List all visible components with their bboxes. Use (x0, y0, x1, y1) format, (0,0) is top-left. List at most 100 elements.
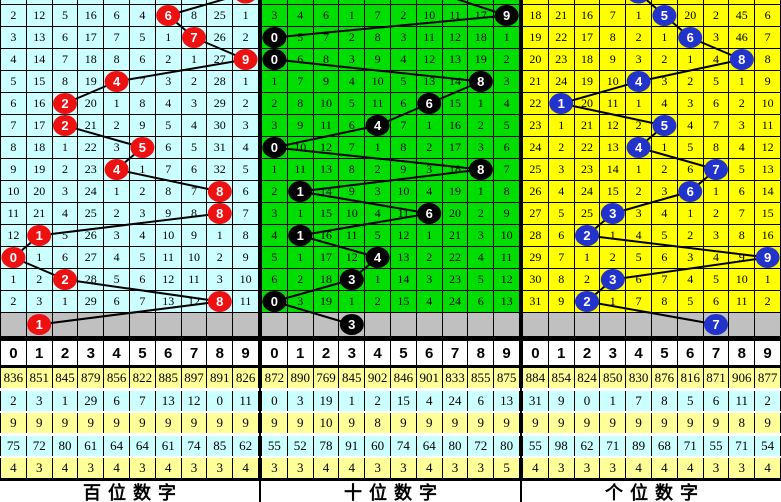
miss-count-cell: 2 (755, 291, 780, 312)
stat-cell: 75 (1, 435, 26, 456)
divider (261, 365, 520, 368)
trend-grid-cells: 2 12 5 16 6 4 8 25 1 3 13 6 17 7 5 1 26 2 4 14 7 18 8 6 2 1 27 5 15 8… (0, 0, 259, 337)
miss-count-cell: 1 (494, 27, 519, 48)
trend-grid: 3 4 6 1 7 2 10 11 17 5 7 2 8 3 11 12 18 1 6 8 3 9 4 12 13 19 2 1 7 9 4… (261, 0, 520, 337)
stat-cell: 3 (468, 458, 494, 478)
stat-cell: 871 (703, 368, 729, 388)
stat-cell: 3 (365, 458, 390, 478)
miss-count-cell: 15 (313, 203, 339, 224)
miss-count-cell: 6 (181, 159, 207, 180)
partial-top-cell (26, 0, 52, 4)
miss-count-cell: 2 (390, 5, 416, 26)
miss-count-cell: 3 (626, 203, 651, 224)
miss-count-cell: 2 (494, 49, 519, 70)
miss-count-cell: 7 (651, 269, 677, 290)
miss-count-cell: 16 (313, 225, 339, 246)
stat-cell: 3 (26, 458, 52, 478)
miss-count-cell: 21 (548, 5, 574, 26)
miss-count-cell (207, 291, 233, 312)
divider (0, 337, 259, 341)
stat-cell: 826 (233, 368, 258, 388)
miss-count-cell: 3 (104, 137, 129, 158)
miss-count-cell (207, 203, 233, 224)
pending-row-cell (523, 313, 548, 336)
miss-count-cell: 13 (600, 137, 626, 158)
stat-cell: 74 (181, 435, 207, 456)
stat-cell: 4 (416, 458, 442, 478)
stat-cell: 9 (52, 413, 78, 433)
miss-count-cell: 10 (287, 137, 313, 158)
stat-row: 55 98 62 71 89 68 71 55 71 54 (522, 435, 781, 456)
stat-cell: 9 (755, 413, 780, 433)
miss-count-cell: 31 (207, 137, 233, 158)
miss-count-cell: 8 (339, 159, 365, 180)
miss-count-cell: 27 (207, 49, 233, 70)
miss-count-cell: 3 (651, 71, 677, 92)
stat-cell: 71 (677, 435, 703, 456)
partial-top-cell (129, 0, 155, 4)
stat-cell: 4 (1, 458, 26, 478)
miss-count-cell: 24 (442, 291, 468, 312)
miss-count-cell: 2 (548, 137, 574, 158)
miss-count-cell: 3 (651, 181, 677, 202)
miss-count-cell: 22 (548, 27, 574, 48)
miss-count-cell: 2 (677, 71, 703, 92)
miss-count-cell: 2 (626, 115, 651, 136)
miss-count-cell: 8 (390, 137, 416, 158)
miss-count-cell: 5 (729, 159, 755, 180)
miss-count-cell: 6 (729, 181, 755, 202)
miss-count-cell: 5 (677, 291, 703, 312)
stat-cell: 4 (313, 458, 339, 478)
digit-header: 9 (755, 341, 780, 365)
miss-count-cell: 6 (390, 93, 416, 114)
miss-count-cell: 29 (78, 291, 104, 312)
miss-count-cell: 21 (26, 203, 52, 224)
miss-count-cell: 12 (755, 137, 780, 158)
miss-count-cell: 9 (1, 159, 26, 180)
stat-cell: 9 (703, 413, 729, 433)
miss-count-cell: 1 (574, 247, 600, 268)
miss-count-cell (26, 225, 52, 246)
stat-cell: 72 (468, 435, 494, 456)
miss-count-cell: 8 (1, 137, 26, 158)
divider (522, 478, 781, 481)
miss-count-cell: 7 (52, 49, 78, 70)
stat-cell: 71 (600, 435, 626, 456)
miss-count-cell: 13 (26, 27, 52, 48)
miss-count-cell: 25 (207, 5, 233, 26)
miss-count-cell (104, 71, 129, 92)
pending-row-cell (729, 313, 755, 336)
miss-count-cell (181, 27, 207, 48)
miss-count-cell: 15 (600, 181, 626, 202)
miss-count-cell: 8 (755, 49, 780, 70)
stat-row: 9 9 10 9 8 9 9 9 9 9 (261, 413, 520, 433)
miss-count-cell: 19 (26, 159, 52, 180)
stat-cell: 11 (233, 390, 258, 411)
miss-count-cell: 1 (262, 159, 287, 180)
miss-count-cell: 9 (129, 115, 155, 136)
miss-count-cell: 1 (26, 247, 52, 268)
miss-count-cell: 3 (26, 291, 52, 312)
digit-header: 8 (468, 341, 494, 365)
miss-count-cell: 7 (548, 247, 574, 268)
stat-row: 2 3 1 29 6 7 13 12 0 11 (0, 390, 259, 411)
miss-count-cell (494, 5, 519, 26)
stat-cell: 855 (468, 368, 494, 388)
stat-cell: 64 (129, 435, 155, 456)
miss-count-cell: 6 (155, 137, 181, 158)
digit-header: 9 (233, 341, 258, 365)
digit-header: 6 (416, 341, 442, 365)
stat-cell: 3 (390, 458, 416, 478)
divider (261, 337, 520, 341)
miss-count-cell: 21 (78, 115, 104, 136)
miss-count-cell: 11 (181, 269, 207, 290)
miss-count-cell: 4 (181, 115, 207, 136)
stat-cell: 80 (442, 435, 468, 456)
miss-count-cell: 1 (181, 49, 207, 70)
pending-row-cell (52, 313, 78, 336)
stat-row: 836 851 845 879 856 822 885 897 891 826 (0, 368, 259, 388)
stat-cell: 906 (729, 368, 755, 388)
miss-count-cell: 5 (52, 225, 78, 246)
miss-count-cell: 2 (104, 203, 129, 224)
